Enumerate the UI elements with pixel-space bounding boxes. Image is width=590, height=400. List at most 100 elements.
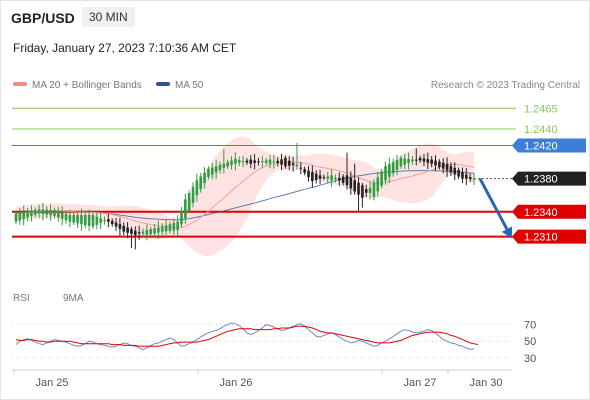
candle-body xyxy=(407,158,410,163)
candle-body xyxy=(295,164,299,167)
forecast-arrow-head xyxy=(501,226,513,239)
candle-body xyxy=(226,162,229,167)
candle-body xyxy=(72,215,76,223)
level-label-1.2380: 1.2380 xyxy=(524,174,558,186)
candle-body xyxy=(191,186,195,203)
candle-body xyxy=(180,210,183,225)
candle-body xyxy=(472,178,476,180)
candle-body xyxy=(357,182,360,195)
level-tag-1.2340 xyxy=(512,204,586,219)
candle-body xyxy=(334,177,337,180)
candle-body xyxy=(234,158,237,164)
level-label-1.2420: 1.2420 xyxy=(524,141,558,153)
candle-body xyxy=(53,210,56,216)
candle-body xyxy=(311,172,314,182)
timeframe-badge[interactable]: 30 MIN xyxy=(82,7,135,27)
candle-body xyxy=(287,160,291,166)
candle-body xyxy=(284,157,287,167)
candle-body xyxy=(118,224,122,230)
candle-body xyxy=(307,170,310,177)
candle-body xyxy=(87,215,91,226)
candle-body xyxy=(380,171,383,186)
candle-body xyxy=(172,222,176,231)
candle-body xyxy=(49,209,52,216)
candle-body xyxy=(268,159,272,164)
candle-body xyxy=(372,182,376,197)
candle-body xyxy=(30,210,33,217)
level-label-1.2340: 1.2340 xyxy=(524,207,558,219)
candle-body xyxy=(164,225,168,232)
candle-body xyxy=(184,199,187,219)
legend-rsi-label: RSI xyxy=(13,293,30,304)
rsi-line xyxy=(15,322,475,351)
candle-body xyxy=(314,173,318,180)
candle-body xyxy=(110,220,114,225)
level-label-1.2440: 1.2440 xyxy=(524,124,558,136)
candle-body xyxy=(199,176,203,190)
level-label-1.2310: 1.2310 xyxy=(524,232,558,244)
candle-body xyxy=(45,209,49,215)
candle-body xyxy=(68,215,72,222)
candle-body xyxy=(457,169,460,177)
candle-body xyxy=(168,224,172,231)
candle-body xyxy=(465,174,468,179)
candle-body xyxy=(388,164,391,177)
candle-body xyxy=(391,162,395,174)
candle-body xyxy=(153,228,156,234)
x-tick-label-jan-30: Jan 30 xyxy=(469,377,502,389)
candle-body xyxy=(434,160,437,166)
candle-body xyxy=(249,159,253,164)
candle-body xyxy=(241,161,245,163)
candle-body xyxy=(22,212,25,219)
candle-body xyxy=(330,175,333,181)
datetime-label: Friday, January 27, 2023 7:10:36 AM CET xyxy=(13,41,237,55)
legend-ma50: MA 50 xyxy=(156,80,203,91)
candle-body xyxy=(91,215,95,227)
candle-body xyxy=(26,211,29,218)
candle-body xyxy=(99,218,102,223)
candle-body xyxy=(253,160,256,163)
candle-body xyxy=(134,230,137,235)
candle-body xyxy=(33,209,37,215)
rsi-9ma-line xyxy=(15,325,478,347)
candle-body xyxy=(403,158,407,165)
candle-body xyxy=(418,157,422,161)
candle-body xyxy=(445,163,449,171)
candle-body xyxy=(345,175,349,186)
candle-body xyxy=(368,187,372,194)
candle-body xyxy=(349,177,353,189)
x-tick-label-jan-25: Jan 25 xyxy=(35,377,68,389)
candle-body xyxy=(64,213,68,221)
candle-body xyxy=(326,176,330,179)
rsi-tick-70: 70 xyxy=(524,320,536,332)
candle-body xyxy=(122,225,126,232)
candle-body xyxy=(272,161,276,163)
level-label-1.2465: 1.2465 xyxy=(524,103,558,115)
candle-body xyxy=(364,189,368,193)
candle-body xyxy=(41,209,45,215)
candle-body xyxy=(264,160,268,163)
candle-body xyxy=(103,220,106,222)
candle-body xyxy=(14,213,18,222)
candle-body xyxy=(60,212,64,219)
legend-ma50-label: MA 50 xyxy=(175,80,204,91)
candle-body xyxy=(341,176,345,183)
ma50-swatch xyxy=(156,82,170,87)
candle-body xyxy=(83,215,87,226)
candle-body xyxy=(207,168,210,177)
candle-body xyxy=(57,211,60,218)
candle-body xyxy=(461,172,464,179)
candle-body xyxy=(195,180,199,196)
legend-ma-bollinger: MA 20 + Bollinger Bands xyxy=(13,80,142,91)
candle-body xyxy=(210,167,214,175)
legend-9ma-label: 9MA xyxy=(63,293,84,304)
level-tag-1.2380 xyxy=(512,171,586,186)
candle-body xyxy=(37,209,41,214)
candle-body xyxy=(237,160,241,163)
candle-body xyxy=(411,159,414,162)
candle-body xyxy=(76,215,79,224)
rsi-tick-50: 50 xyxy=(524,336,536,348)
candle-body xyxy=(276,160,280,163)
candle-body xyxy=(261,161,264,163)
